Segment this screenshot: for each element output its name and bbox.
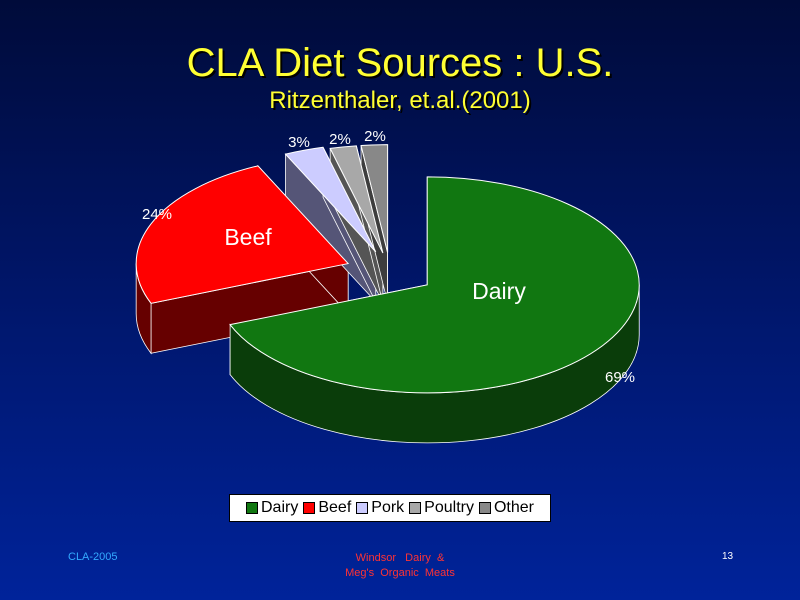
value-label-pork: 3% [288,134,310,151]
legend-label-other: Other [493,499,534,516]
slide-subtitle: Ritzenthaler, et.al.(2001) [269,87,531,114]
slice-dairy [229,176,640,394]
legend-swatch-dairy [246,502,258,514]
legend-item-poultry: Poultry [409,499,474,517]
value-label-beef: 24% [142,206,172,223]
slice-beef [135,165,350,304]
slide-title: CLA Diet Sources : U.S. [186,41,614,85]
legend-item-dairy: Dairy [246,499,298,517]
value-label-poultry: 2% [329,131,351,148]
legend-item-beef: Beef [303,499,351,517]
slice-label-dairy: Dairy [472,278,526,304]
slice-poultry [329,145,384,254]
footer-course-label: CLA-2005 [68,551,118,563]
slice-other [360,144,389,253]
slice-label-beef: Beef [224,224,272,250]
footer-organization-line2: Meg's Organic Meats [345,567,455,579]
chart-legend: Dairy Beef Pork Poultry Other [229,494,551,522]
legend-swatch-pork [356,502,369,514]
legend-swatch-poultry [409,502,422,514]
legend-label-beef: Beef [318,499,352,516]
legend-label-poultry: Poultry [424,499,474,516]
page-number: 13 [722,551,734,562]
value-label-other: 2% [364,128,386,145]
footer-organization-line1: Windsor Dairy & [355,552,445,564]
legend-label-dairy: Dairy [261,499,299,516]
footer-organization: Windsor Dairy & Meg's Organic Meats [300,551,500,581]
legend-label-pork: Pork [371,499,405,516]
legend-swatch-other [478,502,491,514]
slice-pork [284,146,377,253]
value-label-dairy: 69% [605,369,635,386]
legend-swatch-beef [303,502,316,514]
legend-item-other: Other [478,499,534,517]
legend-item-pork: Pork [356,499,404,517]
